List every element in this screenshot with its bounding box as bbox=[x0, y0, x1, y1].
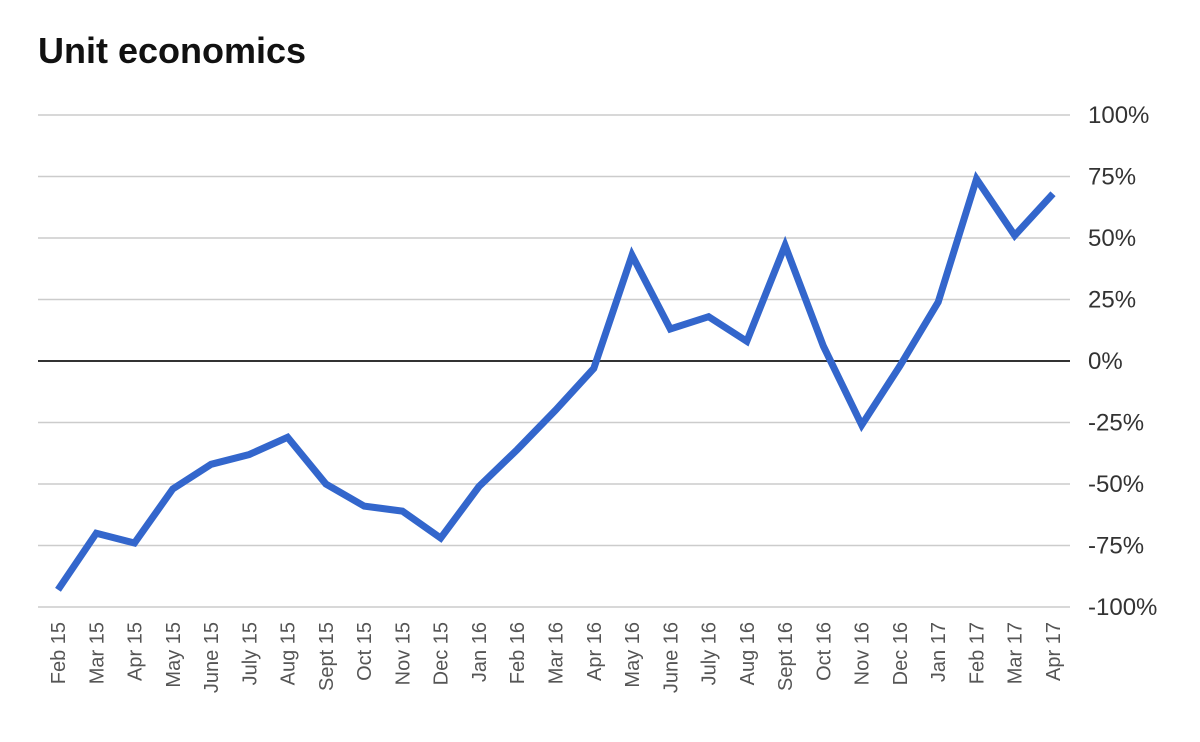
gridlines bbox=[38, 114, 1070, 608]
x-tick-label: Feb 15 bbox=[48, 622, 70, 684]
x-tick-label: July 16 bbox=[699, 622, 721, 685]
y-tick-label: -25% bbox=[1088, 410, 1144, 437]
x-tick-label: Jan 17 bbox=[928, 622, 950, 682]
x-tick-label: Apr 16 bbox=[584, 622, 606, 681]
y-axis-ticks: 100% 75% 50% 25% 0% -25% -50% -75% -100% bbox=[1088, 102, 1157, 621]
x-tick-label: May 16 bbox=[622, 622, 644, 688]
x-tick-label: May 15 bbox=[163, 622, 185, 688]
x-tick-label: Oct 16 bbox=[813, 622, 835, 681]
y-tick-label: -100% bbox=[1088, 594, 1157, 621]
x-axis-ticks: Feb 15 Mar 15 Apr 15 May 15 June 15 July 15 Au… bbox=[48, 622, 1065, 693]
x-tick-label: Jan 16 bbox=[469, 622, 491, 682]
x-tick-label: Apr 17 bbox=[1043, 622, 1065, 681]
x-tick-label: Feb 17 bbox=[966, 622, 988, 684]
y-tick-label: 50% bbox=[1088, 225, 1136, 252]
x-tick-label: July 15 bbox=[239, 622, 261, 685]
x-tick-label: June 16 bbox=[660, 622, 682, 693]
series-lines bbox=[55, 171, 1056, 592]
x-tick-label: Mar 17 bbox=[1005, 622, 1027, 684]
y-tick-label: -50% bbox=[1088, 471, 1144, 498]
x-tick-label: Dec 15 bbox=[431, 622, 453, 685]
x-tick-label: Nov 15 bbox=[392, 622, 414, 685]
chart-title: Unit economics bbox=[38, 30, 307, 71]
x-tick-label: Nov 16 bbox=[852, 622, 874, 685]
x-tick-label: June 15 bbox=[201, 622, 223, 693]
series-line bbox=[55, 171, 1056, 592]
x-tick-label: Mar 15 bbox=[86, 622, 108, 684]
y-tick-label: 25% bbox=[1088, 287, 1136, 314]
x-tick-label: Apr 15 bbox=[125, 622, 147, 681]
x-tick-label: Sept 15 bbox=[316, 622, 338, 691]
x-tick-label: Aug 15 bbox=[278, 622, 300, 685]
y-tick-label: 100% bbox=[1088, 102, 1149, 129]
x-tick-label: Feb 16 bbox=[507, 622, 529, 684]
y-tick-label: 75% bbox=[1088, 164, 1136, 191]
x-tick-label: Aug 16 bbox=[737, 622, 759, 685]
y-tick-label: 0% bbox=[1088, 348, 1123, 375]
y-tick-label: -75% bbox=[1088, 533, 1144, 560]
x-tick-label: Mar 16 bbox=[546, 622, 568, 684]
x-tick-label: Dec 16 bbox=[890, 622, 912, 685]
x-tick-label: Oct 15 bbox=[354, 622, 376, 681]
x-tick-label: Sept 16 bbox=[775, 622, 797, 691]
